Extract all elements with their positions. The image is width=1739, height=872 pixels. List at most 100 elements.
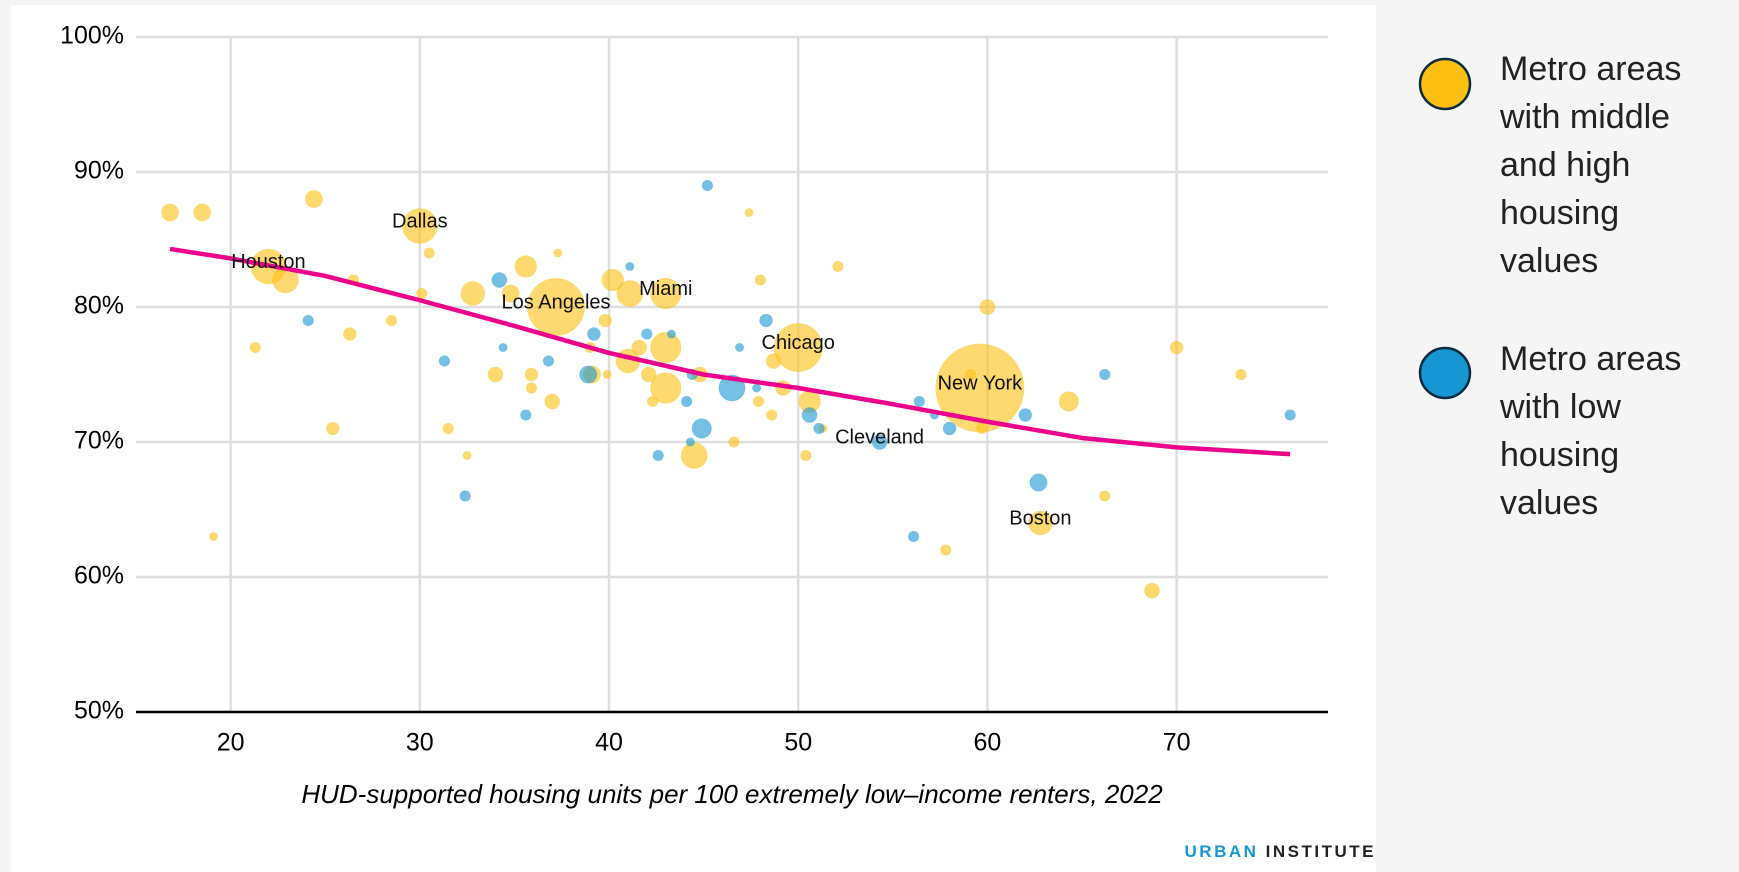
bubble [161,203,179,222]
x-tick-label: 40 [595,729,623,757]
bubble [579,365,598,384]
point-label: Houston [231,251,306,273]
bubble [701,179,713,192]
bubble [685,437,695,447]
brand-part: URBAN [1184,842,1259,861]
point-label: New York [938,372,1023,394]
point-label: Cleveland [835,426,924,448]
bubble [800,449,812,462]
bubble [650,331,682,364]
bubble [525,382,537,394]
y-tick-label: 70% [74,427,124,455]
x-tick-label: 70 [1163,729,1191,757]
bubble [940,544,952,556]
bubble [871,434,888,450]
bubble [520,409,532,421]
bubble [209,532,219,541]
bubble [691,418,712,439]
bubble [650,277,682,310]
bubble [542,355,555,367]
bubble [1169,340,1184,355]
bubble [416,287,428,300]
bubble [979,299,996,315]
bubble [625,262,635,271]
x-tick-label: 50 [784,729,812,757]
bubble [524,367,539,382]
x-tick-label: 60 [974,729,1002,757]
bubble [385,314,397,327]
bubble [1099,490,1111,502]
bubble [423,247,435,259]
y-tick-label: 60% [74,562,124,590]
bubble [501,284,520,303]
y-tick-label: 80% [74,292,124,320]
bubble [587,327,601,341]
bubble [498,343,508,352]
bubble [491,272,508,288]
bubble [667,329,676,339]
bubble [462,451,472,460]
bubble [1029,473,1048,492]
y-tick-label: 90% [74,157,124,185]
bubble [798,390,821,413]
bubble [514,255,537,278]
bubble [1028,510,1053,536]
bubble [1144,582,1160,599]
bubble [681,395,693,408]
bubble [487,366,504,383]
bubble [1099,368,1111,381]
bubble [832,260,844,273]
bubble [304,190,323,208]
bubble [553,248,563,258]
bubble [193,203,212,222]
bubble [442,422,454,435]
bubble [598,313,612,328]
legend-label: Metro areas with middle and high housing… [1500,50,1682,280]
bubble [527,278,585,336]
bubble [326,421,340,436]
bubble [935,343,1025,433]
bubble [801,407,818,423]
bubble [272,266,299,294]
bubble [460,281,485,306]
x-tick-label: 20 [217,729,245,757]
point-label: Chicago [762,332,835,354]
bubble [913,395,925,408]
bubble [650,372,682,404]
bubble [459,490,471,502]
bubble [754,274,766,286]
bubble [680,442,708,469]
bubble [640,366,657,383]
legend-marker [1418,346,1472,400]
bubble [641,328,653,340]
trend-line [169,246,1291,457]
legend-marker [1418,57,1472,111]
point-label: Boston [1009,507,1071,529]
bubble [964,368,976,381]
point-label: Dallas [392,210,448,232]
bubble [602,370,612,379]
bubble [616,280,644,307]
legend-label: Metro areas with low housing values [1500,340,1682,522]
bubble [752,395,765,408]
x-axis-title: HUD-supported housing units per 100 extr… [301,779,1163,809]
brand-part: INSTITUTE [1265,842,1376,861]
bubble [1235,368,1247,381]
x-tick-label: 30 [406,729,434,757]
brand: URBAN INSTITUTE [1185,842,1376,862]
bubble [601,268,624,292]
bubble [652,449,664,462]
bubble [1284,409,1296,421]
bubble [976,422,988,435]
bubble [249,341,261,354]
y-tick-label: 100% [60,22,124,50]
bubble [759,313,773,328]
bubble [544,393,561,410]
bubble [735,343,745,352]
bubble [744,208,754,217]
bubble [942,421,957,436]
bubble [631,339,648,356]
bubble [813,422,825,435]
